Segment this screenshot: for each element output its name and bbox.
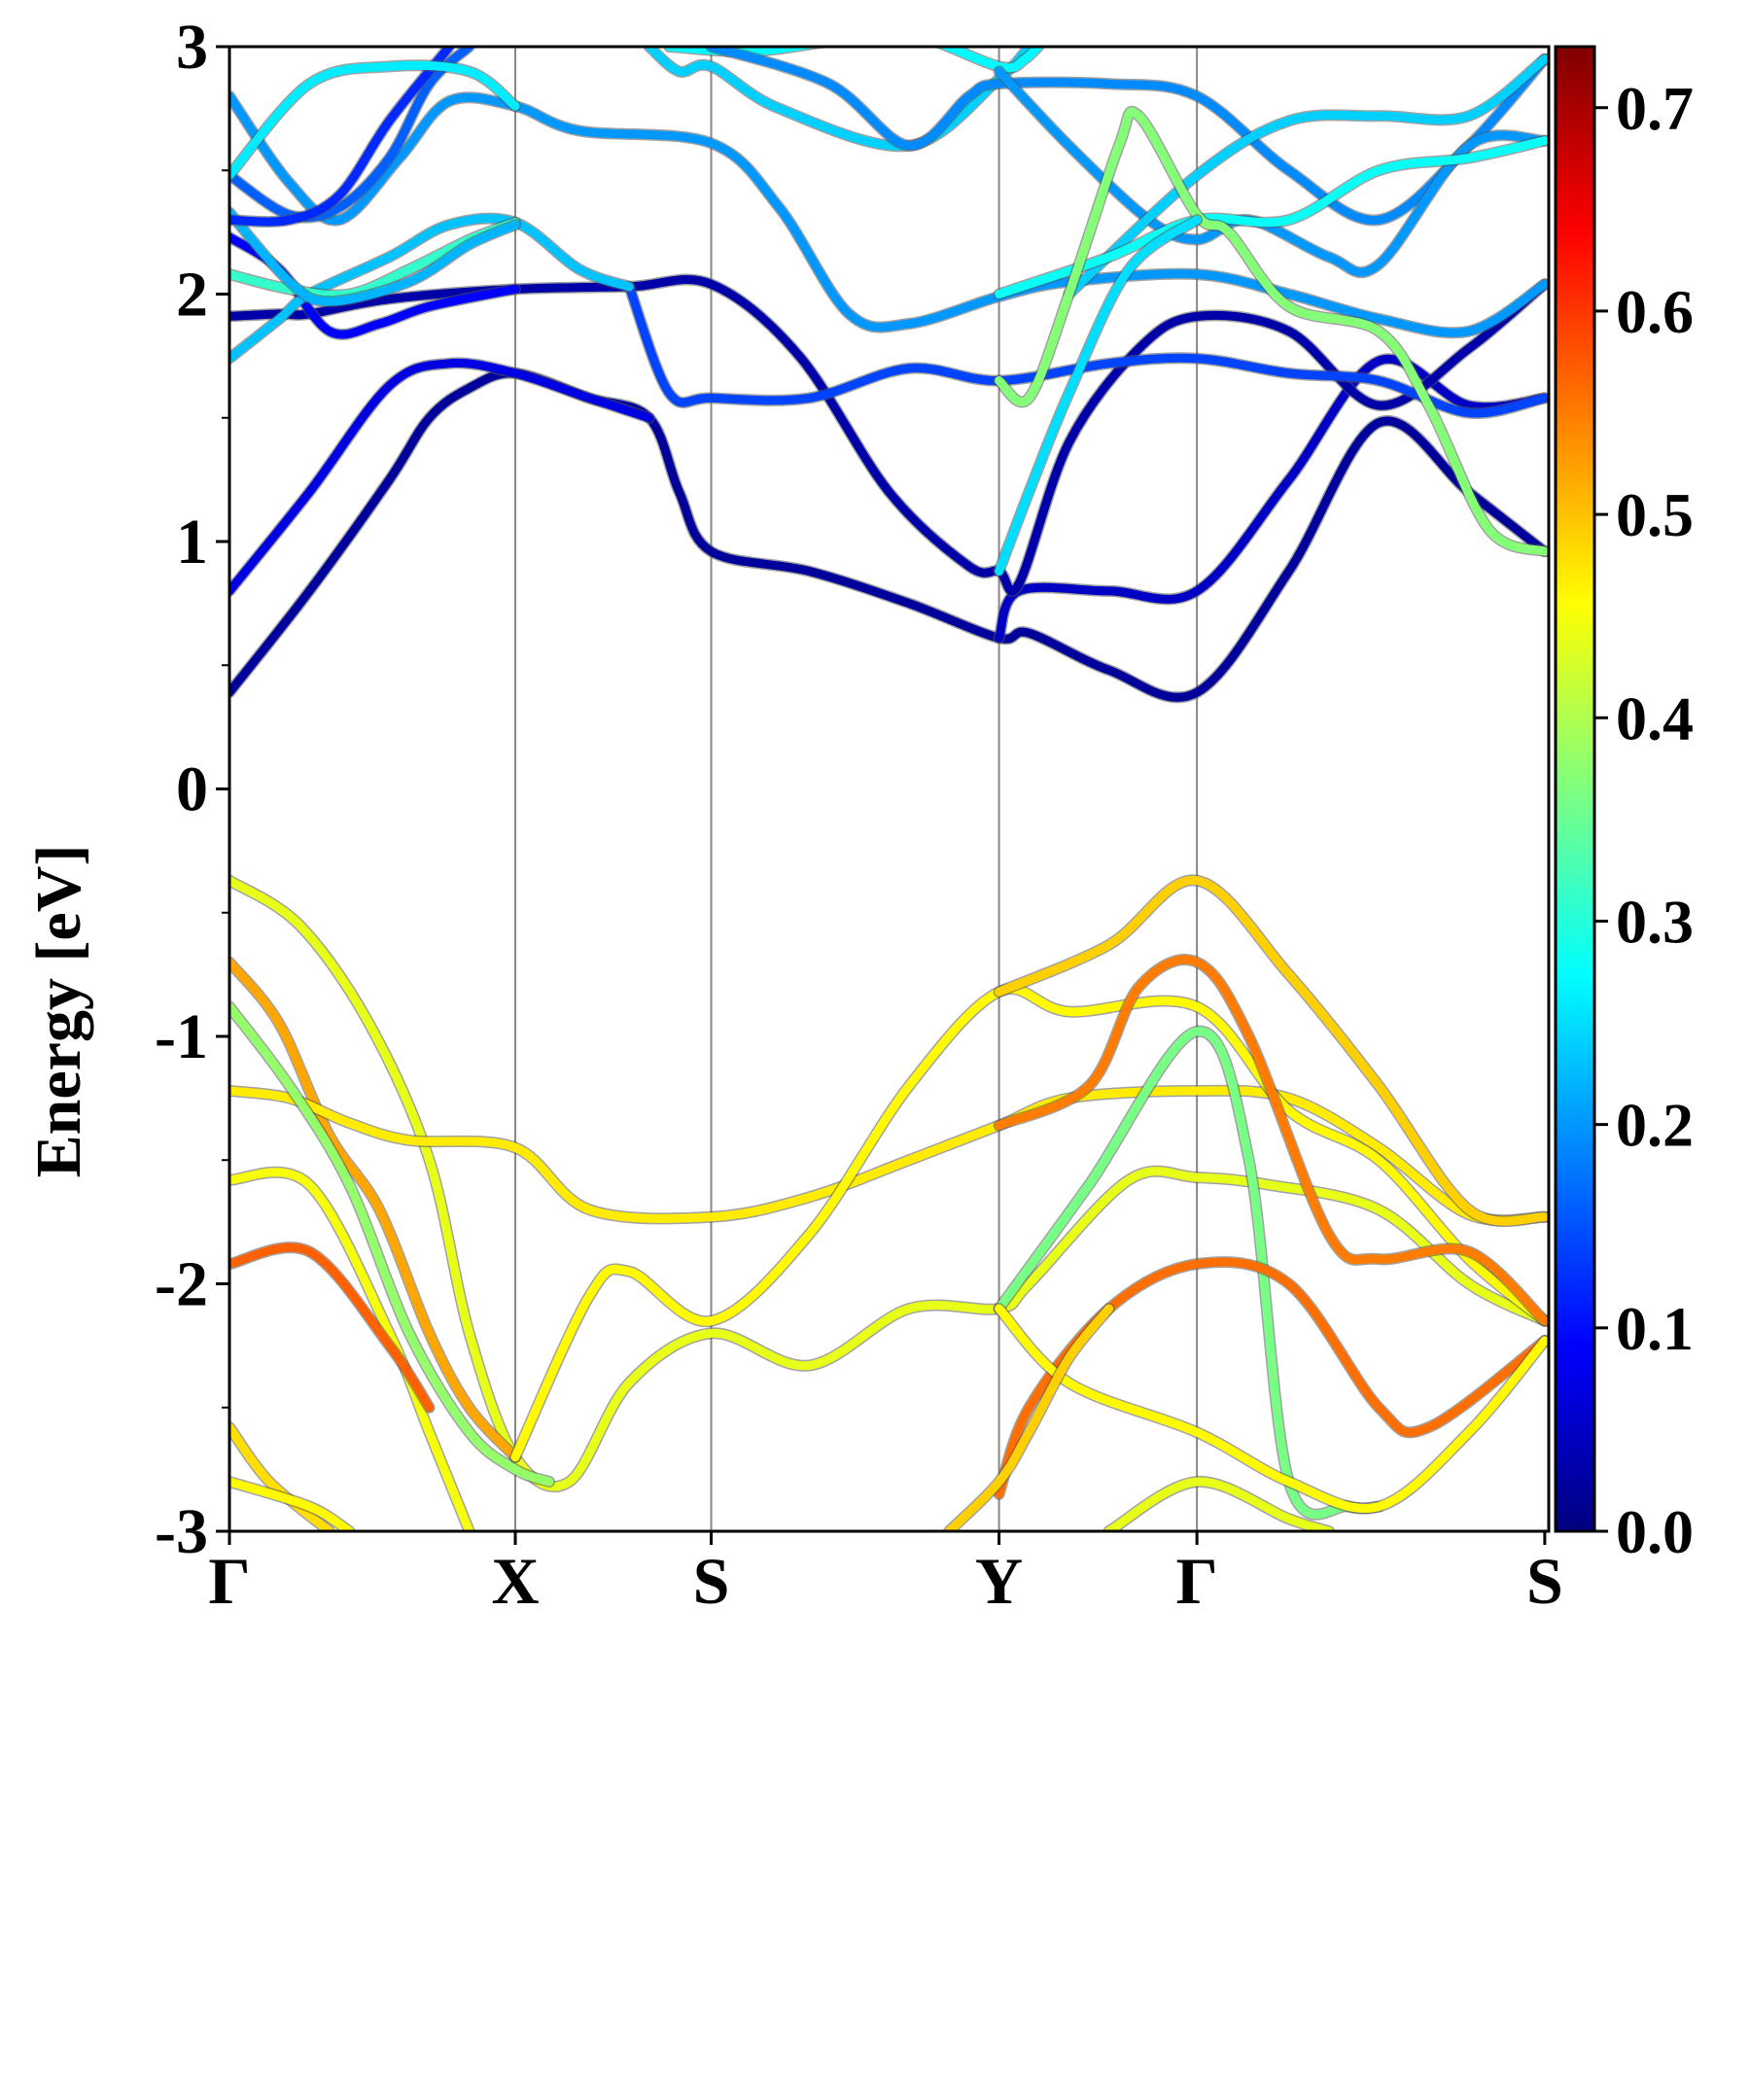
y-axis-label: Energy [eV] <box>23 845 94 1178</box>
band-line <box>229 1422 334 1531</box>
band-line <box>229 60 520 180</box>
band-line <box>944 1304 1114 1531</box>
y-tick-label: 2 <box>176 260 208 331</box>
band-line <box>229 91 1549 337</box>
band-line <box>229 47 474 223</box>
x-tick-label: Γ <box>208 1544 250 1618</box>
band-line <box>995 215 1202 576</box>
band-line <box>229 214 634 364</box>
colorbar-tick-label: 0.5 <box>1616 480 1694 549</box>
band-outline <box>993 874 1549 1228</box>
band-line <box>995 107 1549 556</box>
band-line <box>624 282 1549 418</box>
bands <box>229 47 1549 1531</box>
colorbar-tick-label: 0.6 <box>1616 277 1694 346</box>
band-line <box>995 955 1549 1326</box>
y-tick-label: -1 <box>155 1001 208 1072</box>
band-line <box>995 136 1549 298</box>
band-line <box>229 368 1549 702</box>
colorbar: 0.0 0.1 0.2 0.3 0.4 0.5 0.6 0.7 <box>1554 45 1694 1566</box>
y-tick-label: -3 <box>155 1496 208 1567</box>
y-tick-label: 3 <box>176 12 208 83</box>
x-tick-label: S <box>1526 1544 1563 1618</box>
band-line <box>229 208 520 306</box>
band-line <box>707 47 1549 225</box>
colorbar-tick-label: 0.4 <box>1616 683 1694 752</box>
band-line <box>1104 1477 1334 1531</box>
band-line <box>229 958 520 1462</box>
y-axis: 3 2 1 0 -1 -2 -3 <box>155 12 229 1567</box>
x-tick-label: X <box>491 1544 539 1618</box>
band-line <box>229 1242 435 1413</box>
y-tick-label: -2 <box>155 1249 208 1320</box>
band-line <box>229 1168 474 1531</box>
x-tick-label: S <box>693 1544 730 1618</box>
colorbar-tick-label: 0.7 <box>1616 74 1694 143</box>
y-tick-label: 1 <box>176 507 208 578</box>
colorbar-tick-label: 0.1 <box>1616 1294 1694 1363</box>
band-line <box>995 1027 1383 1520</box>
band-line <box>229 1477 354 1531</box>
y-tick-label: 0 <box>176 754 208 825</box>
band-line <box>229 876 1549 1491</box>
colorbar-tick-label: 0.3 <box>1616 887 1694 956</box>
band-line <box>995 354 1549 643</box>
band-line <box>229 47 454 227</box>
band-line <box>995 1257 1549 1499</box>
x-tick-label: Γ <box>1176 1544 1218 1618</box>
x-tick-label: Y <box>975 1544 1023 1618</box>
band-line <box>995 876 1549 1226</box>
colorbar-tick-label: 0.0 <box>1616 1497 1694 1566</box>
band-line <box>995 1304 1549 1513</box>
colorbar-gradient <box>1554 45 1596 1533</box>
band-line <box>1065 54 1549 298</box>
band-line <box>229 1086 1549 1225</box>
band-line <box>229 1002 554 1487</box>
colorbar-tick-label: 0.2 <box>1616 1091 1694 1160</box>
band-line <box>229 358 654 596</box>
band-line <box>229 274 1549 596</box>
